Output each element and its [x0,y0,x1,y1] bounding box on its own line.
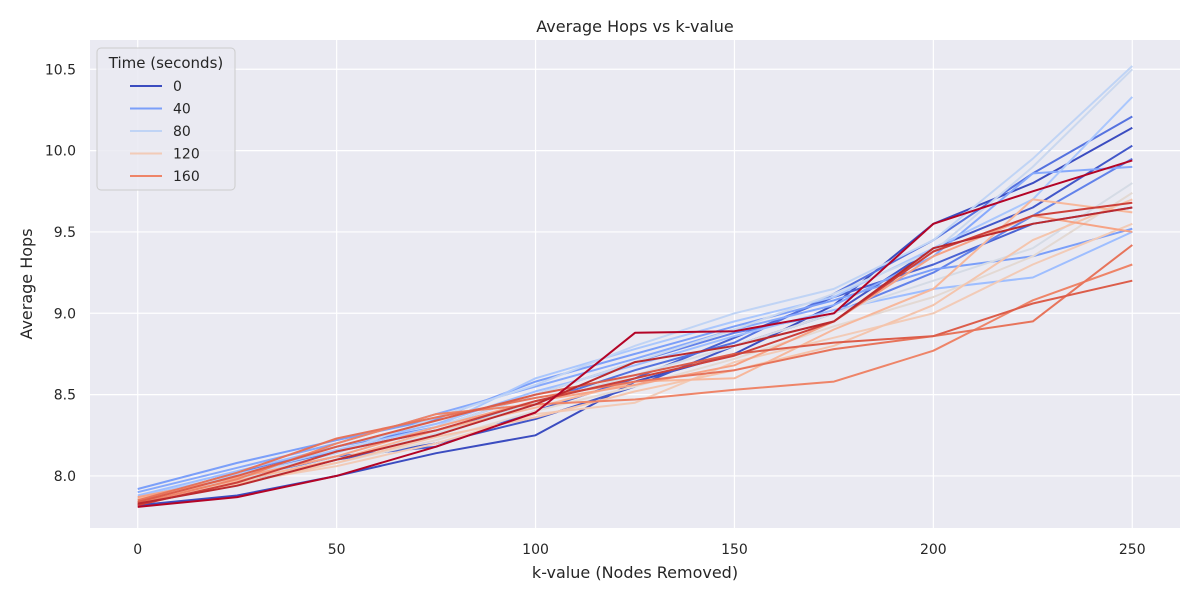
series-line-19 [137,279,1133,503]
series-line-17 [137,263,1133,505]
series-line-16 [137,214,1133,499]
x-tick-label: 50 [328,542,346,558]
y-tick-label: 8.0 [54,469,76,485]
x-axis-label: k-value (Nodes Removed) [532,563,738,582]
legend-item-label: 80 [173,124,191,140]
x-tick-label: 150 [721,542,748,558]
y-tick-label: 9.5 [54,225,76,241]
series-line-22 [137,159,1133,508]
series-line-6 [137,165,1133,494]
y-axis-label: Average Hops [17,228,36,339]
legend-item-label: 160 [173,169,200,185]
series-line-5 [137,227,1133,490]
series-line-13 [137,222,1133,502]
x-tick-label: 200 [920,542,947,558]
series-line-8 [137,96,1134,499]
series-line-21 [137,206,1133,505]
y-tick-label: 10.5 [45,62,76,78]
y-tick-labels: 8.0 8.5 9.0 9.5 10.0 10.5 [45,62,76,485]
series-line-18 [137,244,1133,502]
x-tick-label: 100 [522,542,549,558]
series-line-3 [137,115,1133,500]
y-tick-label: 9.0 [54,306,76,322]
legend-item-label: 120 [173,147,200,163]
series-line-14 [137,198,1133,503]
legend-item-label: 0 [173,79,182,95]
chart-title: Average Hops vs k-value [536,17,733,36]
y-tick-label: 8.5 [54,388,76,404]
x-tick-label: 0 [133,542,142,558]
series-lines [137,65,1134,508]
x-tick-labels: 0 50 100 150 200 250 [133,542,1145,558]
legend-title: Time (seconds) [108,54,224,72]
y-tick-label: 10.0 [45,144,76,160]
x-tick-label: 250 [1119,542,1146,558]
legend: Time (seconds) 0 40 80 120 160 [96,47,236,191]
legend-item-label: 40 [173,102,191,118]
plot-background [90,40,1180,528]
